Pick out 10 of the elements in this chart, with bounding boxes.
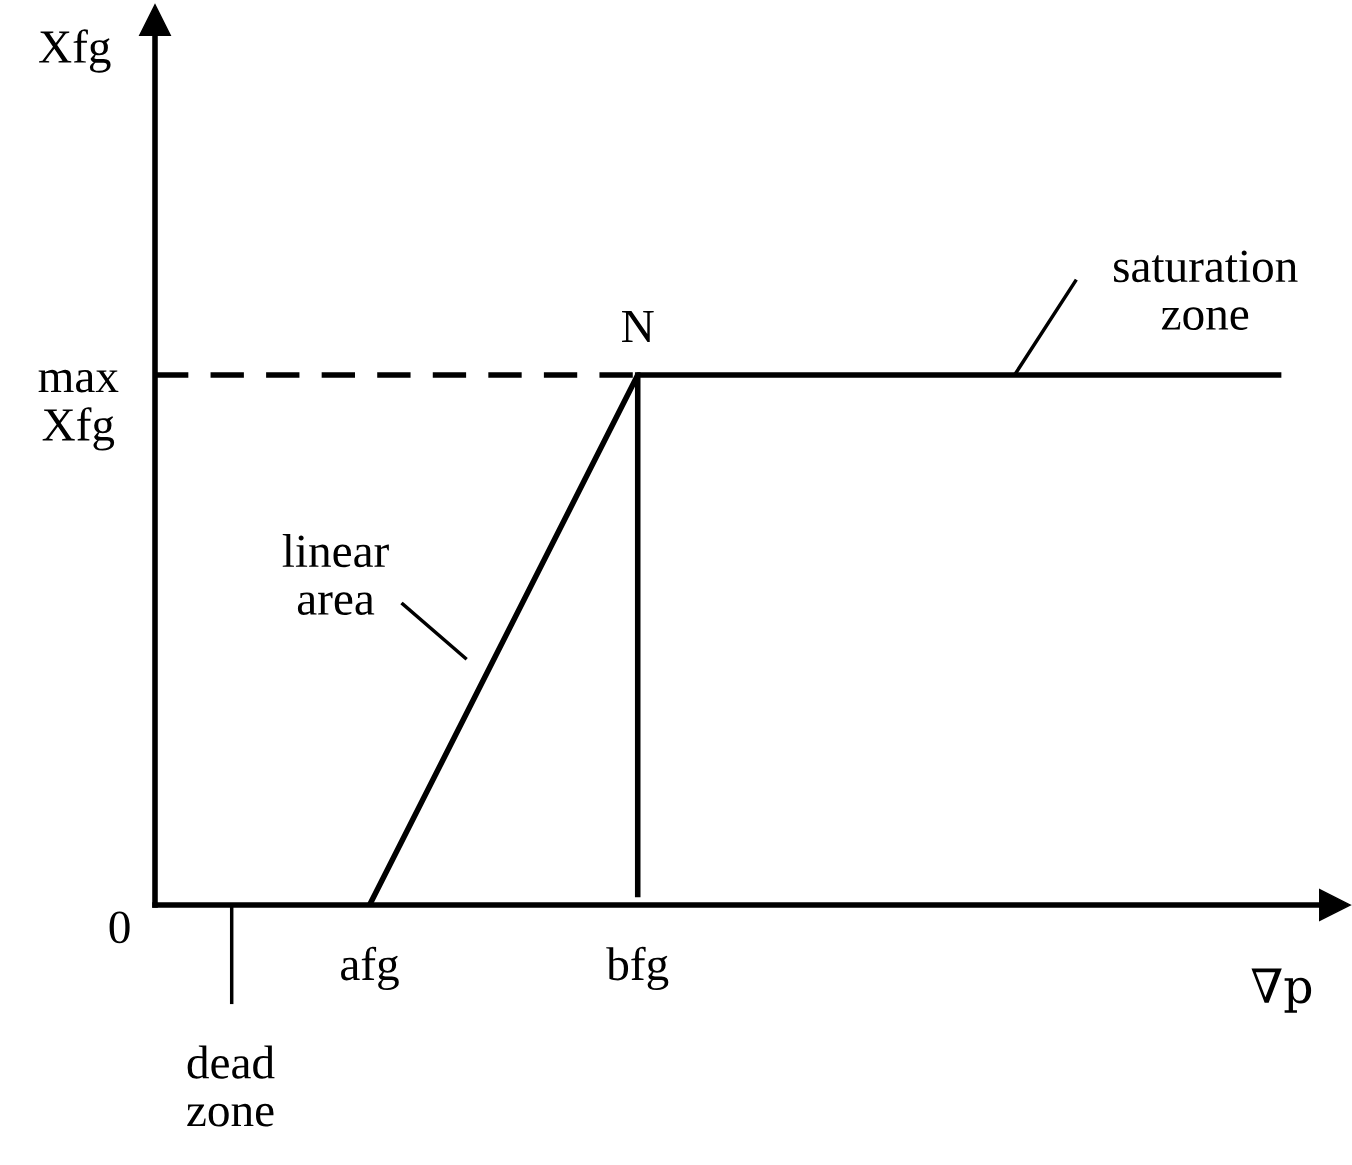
x-tick-label: afg (341, 946, 399, 991)
x-axis-title: ∇p (1251, 968, 1312, 1013)
x-tick-label: bfg (606, 946, 669, 991)
annotation: N (622, 311, 654, 342)
text: dead zone (187, 1045, 275, 1127)
text: max Xfg (38, 369, 119, 451)
text: Xfg (39, 29, 111, 73)
text: 0 (109, 911, 130, 944)
annotation: linear area (282, 534, 389, 616)
text: saturation zone (1114, 250, 1298, 331)
